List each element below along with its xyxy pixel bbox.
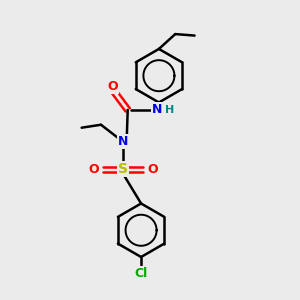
Text: S: S: [118, 162, 128, 176]
Text: O: O: [107, 80, 118, 93]
Text: Cl: Cl: [134, 267, 148, 280]
Text: O: O: [147, 163, 158, 176]
Text: N: N: [152, 103, 163, 116]
Text: N: N: [118, 135, 128, 148]
Text: H: H: [165, 105, 174, 115]
Text: O: O: [89, 163, 99, 176]
